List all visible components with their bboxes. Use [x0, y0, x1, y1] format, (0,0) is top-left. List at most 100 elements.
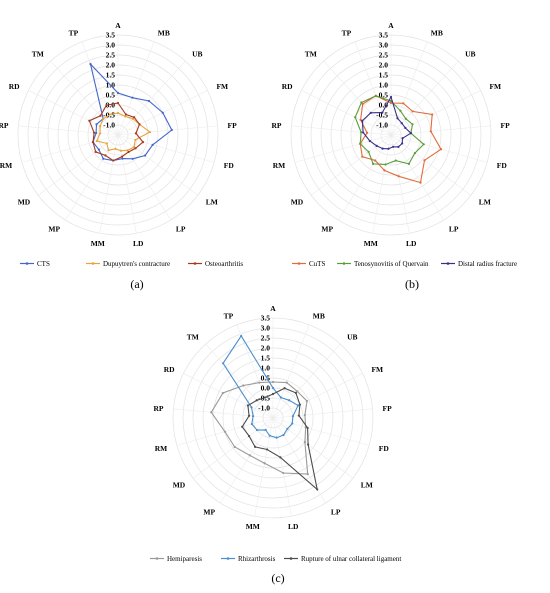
axis-label-LM: LM: [361, 480, 373, 489]
axis-label-MP: MP: [321, 225, 333, 234]
data-point: [151, 143, 154, 146]
axis-label-MB: MB: [158, 28, 170, 37]
data-point: [121, 157, 124, 160]
data-point: [127, 150, 130, 154]
data-point: [102, 157, 105, 160]
data-point: [372, 162, 375, 166]
tick-label: 0.5: [261, 374, 271, 383]
data-point: [271, 380, 275, 384]
tick-label: -0.5: [376, 111, 388, 120]
tick-label: 1.5: [106, 71, 116, 80]
data-point: [291, 422, 294, 425]
data-point: [381, 147, 384, 150]
grid-spoke: [117, 134, 198, 196]
data-point: [389, 101, 393, 105]
data-point: [222, 362, 225, 365]
data-point: [294, 391, 298, 394]
grid-spoke: [81, 41, 119, 136]
tick-label: 3.0: [379, 41, 389, 50]
grid-spoke: [272, 417, 370, 446]
data-point: [116, 101, 120, 105]
legend-marker: [91, 262, 95, 265]
tick-label: 1.5: [379, 71, 389, 80]
tick-label: 2.0: [106, 61, 116, 70]
tick-label: -1.0: [258, 404, 270, 413]
data-point: [258, 381, 261, 384]
data-point: [138, 123, 141, 126]
legend-marker: [289, 557, 293, 560]
tick-label: 2.5: [379, 51, 389, 60]
data-point: [94, 131, 98, 135]
grid-spoke: [117, 60, 186, 136]
series-line-2: [222, 334, 299, 439]
legend-marker: [446, 262, 450, 265]
data-point: [361, 155, 364, 158]
data-point: [360, 101, 363, 104]
data-point: [282, 433, 285, 437]
data-point: [369, 111, 372, 114]
axis-label-LD: LD: [406, 239, 417, 248]
data-point: [381, 111, 384, 114]
data-point: [91, 141, 95, 144]
data-point: [255, 399, 258, 402]
series-line-1: [89, 62, 173, 162]
grid-spoke: [291, 125, 392, 136]
legend-label: CTS: [37, 260, 50, 268]
grid-spoke: [390, 134, 410, 234]
grid-spoke: [193, 417, 274, 479]
grid-spoke: [117, 125, 218, 136]
data-point: [296, 404, 300, 407]
legend-label: CuTS: [309, 260, 325, 268]
data-point: [89, 63, 92, 66]
data-point: [306, 473, 309, 476]
series-line-2: [354, 95, 425, 166]
data-point: [361, 119, 364, 122]
axis-label-MP: MP: [203, 508, 215, 517]
axis-label-FM: FM: [216, 82, 228, 91]
grid-spoke: [21, 134, 119, 163]
data-point: [99, 114, 102, 117]
panel-label: (b): [405, 277, 419, 291]
data-point: [286, 427, 289, 430]
grid-spoke: [323, 60, 392, 136]
axis-label-LM: LM: [206, 197, 218, 206]
grid-spoke: [272, 417, 353, 479]
data-point: [359, 142, 362, 145]
grid-spoke: [272, 373, 363, 419]
data-point: [404, 126, 407, 129]
tick-label: 0.0: [379, 101, 389, 110]
axis-label-FM: FM: [371, 365, 383, 374]
data-point: [368, 139, 371, 143]
axis-label-UB: UB: [347, 333, 357, 342]
data-point: [223, 430, 227, 433]
tick-label: 1.0: [261, 364, 271, 373]
tick-label: 2.0: [261, 344, 271, 353]
data-point: [124, 115, 127, 118]
data-point: [108, 113, 112, 116]
data-point: [285, 381, 288, 384]
data-point: [367, 150, 370, 153]
grid-spoke: [65, 134, 119, 221]
data-point: [266, 448, 269, 451]
data-point: [247, 434, 251, 438]
axis-label-RD: RD: [164, 365, 175, 374]
legend-marker: [155, 557, 159, 560]
legend-marker: [297, 262, 301, 265]
data-point: [401, 137, 404, 140]
data-point: [255, 428, 259, 432]
grid-spoke: [18, 125, 119, 136]
series-line-3: [241, 387, 319, 491]
data-point: [361, 102, 364, 106]
tick-label: 0.5: [106, 91, 116, 100]
tick-label: 3.0: [106, 41, 116, 50]
data-point: [360, 131, 363, 134]
data-point: [359, 118, 362, 121]
data-point: [251, 415, 255, 418]
data-point: [131, 96, 134, 99]
data-point: [288, 399, 291, 402]
grid-spoke: [272, 343, 341, 419]
grid-spoke: [390, 125, 491, 136]
data-point: [98, 124, 102, 128]
axis-label-MP: MP: [48, 225, 60, 234]
grid-spoke: [390, 134, 471, 196]
